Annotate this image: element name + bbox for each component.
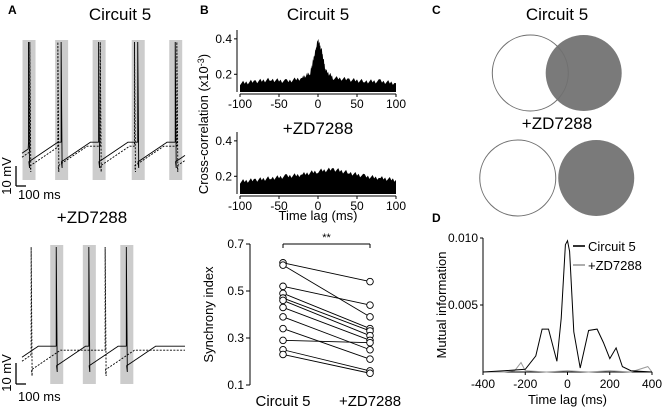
y-tick-label: 0.4 — [215, 134, 232, 148]
point-circuit5 — [279, 350, 287, 359]
x-tick-label: 400 — [642, 377, 662, 391]
x-tick-label: -100 — [228, 199, 252, 213]
point-zd7288 — [366, 338, 374, 347]
venn-filled-circle — [558, 140, 635, 216]
pair-line — [282, 354, 371, 374]
pair-line — [282, 299, 371, 337]
panel-c-title: Circuit 5 — [526, 5, 588, 24]
point-circuit5 — [279, 324, 287, 333]
point-zd7288 — [366, 369, 374, 378]
venn-diagrams — [479, 34, 635, 217]
panel-b-ylabel: Cross-correlation (x10-3) — [196, 54, 211, 194]
pair-line — [282, 339, 371, 344]
mi-line-circuit-5 — [482, 239, 653, 373]
point-zd7288 — [366, 313, 374, 321]
significance-marker: ** — [322, 232, 331, 244]
y-tick-label: 0.010 — [448, 231, 478, 245]
panel-letter-c: C — [432, 3, 441, 17]
point-zd7288 — [366, 346, 374, 354]
panel-letter-a: A — [8, 3, 17, 17]
point-circuit5 — [279, 261, 287, 269]
panel-b-top-chart: 0.2 0.4 -100 -50 0 50 100 — [215, 30, 406, 111]
y-tick-label: 0.3 — [227, 331, 244, 345]
point-circuit5 — [279, 282, 287, 291]
pair-line — [282, 297, 371, 332]
xcorr-area — [240, 39, 396, 92]
x-tick-label: -200 — [513, 377, 537, 391]
point-circuit5 — [279, 296, 287, 305]
category-zd7288: +ZD7288 — [339, 393, 401, 410]
scale-time-bottom: 100 ms — [18, 389, 61, 404]
panel-a-bottom-traces — [21, 245, 185, 384]
mi-xlabel: Time lag (ms) — [528, 392, 607, 407]
point-circuit5 — [279, 336, 287, 345]
venn-filled-circle — [545, 35, 622, 111]
pair-line — [282, 262, 371, 283]
scale-voltage-top: 10 mV — [0, 157, 14, 195]
xcorr-area — [240, 167, 396, 194]
panel-a-top-traces — [21, 40, 186, 180]
trace-cell-2 — [21, 246, 185, 377]
panel-c-zd-title: +ZD7288 — [522, 114, 592, 133]
panel-b-xlabel: Time lag (ms) — [279, 208, 358, 223]
x-tick-label: 100 — [386, 97, 406, 111]
panel-a-title: Circuit 5 — [89, 5, 151, 24]
x-tick-label: -400 — [471, 377, 495, 391]
panel-b-title: Circuit 5 — [287, 5, 349, 24]
x-tick-label: -100 — [228, 97, 252, 111]
trace-cell-1 — [21, 41, 186, 169]
pair-line — [282, 316, 371, 351]
point-circuit5 — [279, 303, 287, 312]
y-tick-label: 0.1 — [227, 378, 244, 392]
point-zd7288 — [366, 301, 374, 309]
scale-time-top: 100 ms — [18, 187, 61, 202]
pair-line — [282, 285, 371, 306]
y-tick-label: 0.005 — [448, 298, 478, 312]
mutual-information-chart: 0.005 0.010 -400 -200 0 200 400 Time lag (ms) Mu… — [434, 231, 662, 407]
venn-open-circle — [479, 139, 557, 217]
point-zd7288 — [366, 277, 374, 286]
mi-ylabel: Mutual information — [434, 252, 449, 359]
trace-cell-1 — [21, 246, 185, 373]
x-tick-label: 50 — [350, 97, 364, 111]
y-tick-label: 0.2 — [215, 67, 232, 81]
point-zd7288 — [366, 355, 374, 363]
x-tick-label: 50 — [350, 199, 364, 213]
x-tick-label: 100 — [386, 199, 406, 213]
panel-letter-b: B — [200, 3, 209, 17]
venn-open-circle — [491, 34, 569, 112]
category-circuit5: Circuit 5 — [255, 393, 310, 410]
pair-line — [282, 307, 371, 341]
x-tick-label: -50 — [270, 97, 288, 111]
trace-cell-2 — [21, 41, 186, 173]
pair-line — [282, 292, 371, 330]
x-tick-label: 0 — [315, 199, 322, 213]
pair-line — [282, 264, 371, 318]
y-tick-label: 0.7 — [227, 237, 244, 251]
panel-b-zd-title: +ZD7288 — [283, 119, 353, 138]
x-tick-label: 200 — [600, 377, 620, 391]
synchrony-ylabel: Synchrony index — [201, 266, 216, 363]
x-tick-label: 0 — [315, 97, 322, 111]
x-tick-label: 0 — [564, 377, 571, 391]
panel-b-mid-chart: 0.2 0.4 -100 -50 0 50 100 — [215, 132, 406, 213]
x-tick-label: -50 — [270, 199, 288, 213]
panel-a-zd-title: +ZD7288 — [57, 208, 127, 227]
synchrony-chart: 0.1 0.3 0.5 0.7 Synchrony index ** Circuit 5 +Z… — [201, 232, 401, 410]
point-circuit5 — [279, 313, 287, 321]
panel-letter-d: D — [432, 211, 441, 225]
y-tick-label: 0.2 — [215, 169, 232, 183]
y-tick-label: 0.5 — [227, 284, 244, 298]
y-tick-label: 0.4 — [215, 32, 232, 46]
legend-label: Circuit 5 — [588, 239, 636, 254]
scale-voltage-bottom: 10 mV — [0, 354, 14, 392]
pair-line — [282, 349, 371, 372]
legend-label: +ZD7288 — [588, 258, 642, 273]
pair-line — [282, 328, 371, 360]
